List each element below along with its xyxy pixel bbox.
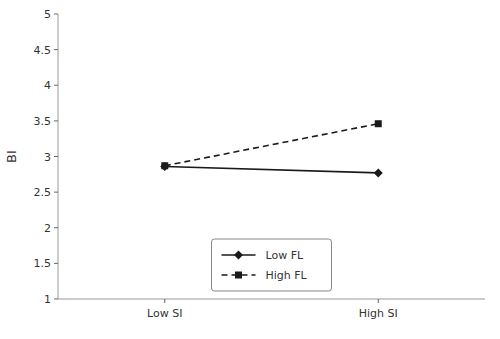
y-tick-label: 3.5 xyxy=(34,115,52,128)
y-axis-label: BI xyxy=(4,150,19,163)
y-tick xyxy=(54,227,58,228)
legend-marker xyxy=(235,272,242,279)
y-tick-label: 4 xyxy=(44,79,51,92)
y-tick-label: 2.5 xyxy=(34,186,52,199)
y-tick-label: 2 xyxy=(44,222,51,235)
legend-label: High FL xyxy=(266,269,308,282)
legend-frame xyxy=(212,239,332,291)
y-tick-label: 3 xyxy=(44,151,51,164)
y-tick xyxy=(54,156,58,157)
x-tick-label: Low SI xyxy=(147,307,182,320)
chart-container: 1 1.5 2 2.5 3 3.5 4 4.5 5 Low SI High SI BI Low FL Hi… xyxy=(0,0,500,339)
y-tick-label: 5 xyxy=(44,8,51,21)
series-line xyxy=(165,166,379,172)
x-tick xyxy=(378,299,379,303)
y-tick xyxy=(54,49,58,50)
x-tick-label: High SI xyxy=(359,307,398,320)
y-tick xyxy=(54,120,58,121)
y-tick xyxy=(54,85,58,86)
data-point xyxy=(375,120,382,127)
series-line xyxy=(165,124,379,166)
legend: Low FL High FL xyxy=(212,239,332,291)
legend-label: Low FL xyxy=(266,249,304,262)
legend-marker xyxy=(234,251,243,260)
chart: 1 1.5 2 2.5 3 3.5 4 4.5 5 Low SI High SI BI Low FL Hi… xyxy=(0,0,500,339)
y-tick-label: 4.5 xyxy=(34,44,52,57)
plot-area xyxy=(160,120,383,177)
y-tick xyxy=(54,263,58,264)
x-tick xyxy=(164,299,165,303)
data-point xyxy=(161,162,168,169)
data-point xyxy=(374,168,383,177)
y-tick xyxy=(54,14,58,15)
x-axis-line xyxy=(58,299,485,300)
y-tick-label: 1.5 xyxy=(34,257,52,270)
y-tick-label: 1 xyxy=(44,293,51,306)
y-tick xyxy=(54,299,58,300)
data-point xyxy=(160,162,169,171)
y-tick xyxy=(54,192,58,193)
